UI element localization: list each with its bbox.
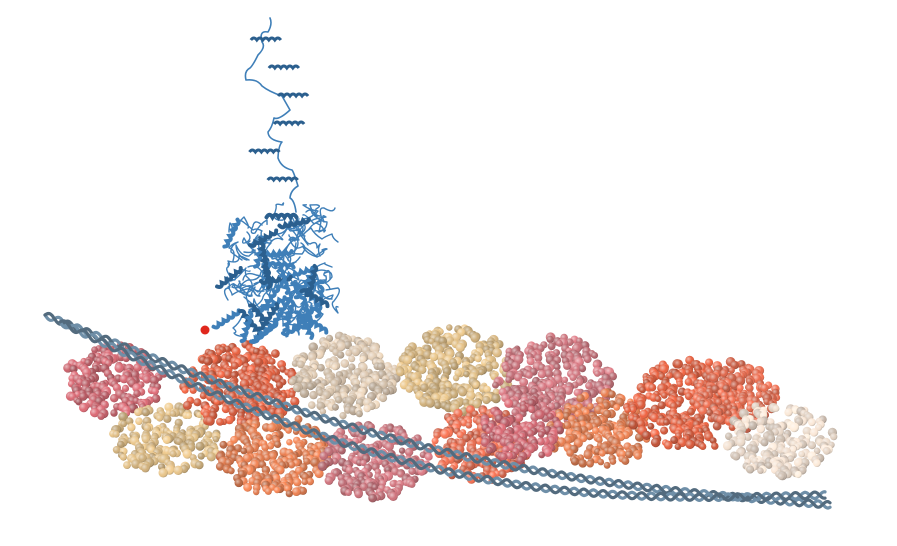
- myosin-motor-loop: [308, 220, 326, 233]
- myosin-motor-loop: [227, 283, 246, 296]
- myosin-motor-helix: [247, 228, 279, 249]
- actin-subunit-10: [545, 388, 651, 469]
- myosin-motor-loop: [302, 204, 319, 218]
- myosin-motor-helix: [211, 308, 241, 330]
- myosin-motor-loop: [227, 254, 248, 268]
- myosin-motor-loop: [305, 209, 328, 232]
- myosin-motor-loop: [251, 234, 272, 251]
- myosin-motor-helix: [239, 310, 254, 344]
- actin-subunit-12: [480, 396, 565, 465]
- myosin-motor-loop: [244, 267, 265, 297]
- myosin-motor-loop: [241, 231, 256, 254]
- myosin-arm-helix: [266, 176, 299, 183]
- myosin-motor-helix: [305, 264, 319, 298]
- myosin-motor-helix: [299, 288, 330, 309]
- myosin-motor-loop: [325, 287, 341, 314]
- actin-subunit-1: [63, 341, 168, 420]
- actin-subunit-7: [395, 324, 516, 417]
- actin-subunit-5: [288, 331, 401, 420]
- myosin-motor-loop: [228, 241, 243, 262]
- myosin-arm-helix: [267, 64, 301, 71]
- myosin-arm-helix: [248, 148, 281, 155]
- myosin-motor-loop: [235, 244, 256, 261]
- myosin-motor-helix: [277, 216, 311, 230]
- myosin-motor-loop: [301, 227, 339, 243]
- myosin-motor-loop: [301, 204, 321, 220]
- actin-subunit-2: [109, 402, 221, 478]
- myosin-motor-loop: [316, 247, 328, 258]
- myosin-motor-helix: [259, 247, 294, 258]
- red-marker-atom: [200, 325, 210, 335]
- myosin-arm-helix: [276, 92, 310, 99]
- myosin-motor-helix: [299, 313, 329, 335]
- myosin-motor-helix: [282, 299, 296, 333]
- actin-subunit-9: [492, 332, 618, 427]
- myosin-motor-helix: [272, 292, 294, 322]
- myosin-motor-loop: [297, 215, 327, 246]
- actin-subunit-4: [215, 412, 334, 498]
- myosin-motor-loop: [289, 238, 318, 258]
- myosin-motor-helix: [257, 302, 280, 331]
- myosin-lever-arm: [244, 17, 299, 213]
- myosin-motor-helix: [257, 240, 270, 275]
- myosin-motor-helix: [294, 310, 315, 340]
- myosin-motor-loop: [303, 234, 321, 257]
- myosin-motor-helix: [264, 212, 299, 222]
- myosin-head-cartoon: [211, 17, 341, 345]
- myosin-motor-loop: [250, 219, 268, 234]
- myosin-arm-helix: [249, 36, 283, 43]
- tropomyosin-strand-lower: [58, 319, 827, 503]
- myosin-motor-helix: [222, 217, 241, 249]
- myosin-motor-helix: [250, 320, 279, 344]
- myosin-motor-helix: [215, 266, 243, 290]
- myosin-arm-helix: [272, 120, 306, 127]
- tropomyosin-strands: [43, 311, 832, 510]
- myosin-motor-helix: [276, 262, 291, 295]
- myosin-motor-loop: [273, 202, 285, 221]
- myosin-motor-helix: [281, 265, 315, 280]
- actin-subunit-14: [722, 402, 838, 481]
- myosin-motor-loop: [310, 278, 331, 292]
- myosin-motor-helix: [255, 295, 287, 314]
